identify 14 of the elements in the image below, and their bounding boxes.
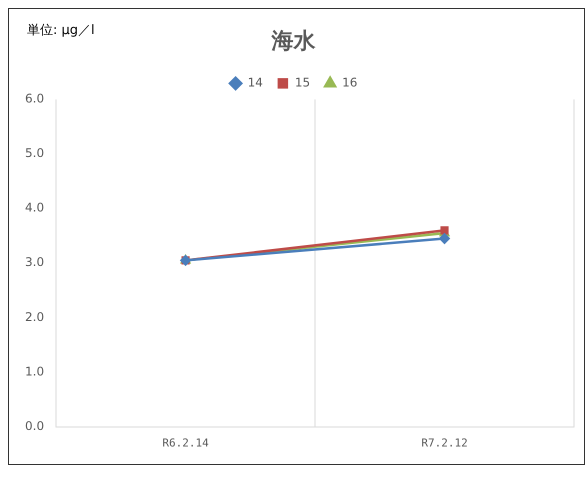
chart-title: 海水 bbox=[270, 28, 316, 54]
y-tick-label: 6.0 bbox=[24, 92, 44, 106]
text: 単位: µg／l bbox=[27, 22, 95, 39]
y-tick-label: 1.0 bbox=[24, 364, 44, 378]
legend-label: 16 bbox=[342, 76, 358, 90]
y-tick-label: 0.0 bbox=[24, 418, 44, 433]
y-tick-label: 5.0 bbox=[24, 146, 44, 160]
y-tick-label: 4.0 bbox=[24, 200, 44, 215]
y-tick-label: 3.0 bbox=[24, 255, 44, 270]
y-tick-label: 2.0 bbox=[24, 310, 44, 324]
x-tick-label: R6.2.14 bbox=[162, 436, 210, 450]
legend-label: 14 bbox=[248, 76, 263, 90]
legend-label: 15 bbox=[294, 76, 310, 90]
x-tick-label: R7.2.12 bbox=[421, 436, 468, 450]
